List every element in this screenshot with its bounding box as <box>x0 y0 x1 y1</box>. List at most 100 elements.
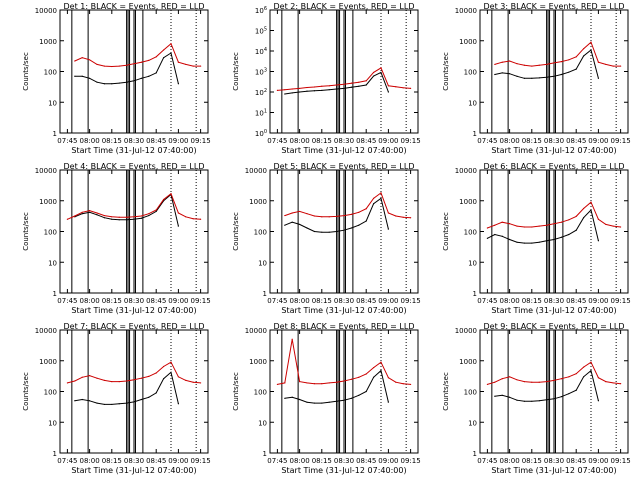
data-point <box>155 56 157 58</box>
data-point <box>103 83 105 85</box>
y-tick-label: 10000 <box>35 327 57 335</box>
panel-title: Det 1: BLACK = Events, RED = LLD <box>64 2 205 11</box>
data-point <box>103 65 105 67</box>
data-point <box>140 377 142 379</box>
data-point <box>148 396 150 398</box>
panel-title: Det 5: BLACK = Events, RED = LLD <box>274 162 415 171</box>
data-point <box>321 85 323 87</box>
data-point <box>410 217 412 219</box>
data-point <box>380 361 382 363</box>
data-point <box>111 216 113 218</box>
x-tick-label: 09:00 <box>378 297 398 305</box>
data-point <box>387 228 389 230</box>
x-tick-label: 08:00 <box>500 297 520 305</box>
data-point <box>328 85 330 87</box>
data-point <box>291 212 293 214</box>
data-point <box>336 215 338 217</box>
data-point <box>336 84 338 86</box>
data-point <box>313 86 315 88</box>
x-tick-label: 08:45 <box>566 457 586 465</box>
data-point <box>546 76 548 78</box>
x-tick-label: 09:00 <box>588 297 608 305</box>
data-point <box>155 210 157 213</box>
data-point <box>410 87 412 89</box>
data-point <box>538 225 540 227</box>
y-tick-label: 1 <box>263 290 267 298</box>
data-point <box>516 399 518 401</box>
data-point <box>140 217 142 219</box>
data-point <box>597 400 600 402</box>
data-point <box>133 401 135 403</box>
data-point <box>568 393 570 395</box>
data-point <box>509 60 511 62</box>
data-point <box>387 212 389 214</box>
data-point <box>336 381 338 383</box>
y-tick-label: 10 <box>48 259 57 267</box>
y-tick-label: 1000 <box>459 358 477 366</box>
data-point <box>299 380 301 383</box>
data-point <box>284 382 286 384</box>
data-point <box>192 381 194 383</box>
data-point <box>321 231 323 233</box>
series-line-lld <box>494 41 621 67</box>
x-tick-label: 08:30 <box>334 457 354 465</box>
data-point <box>284 224 286 226</box>
x-tick-label: 08:15 <box>312 457 332 465</box>
data-point <box>350 213 352 215</box>
data-point <box>612 382 614 384</box>
y-tick-label: 10000 <box>35 167 57 175</box>
data-point <box>612 65 614 67</box>
data-point <box>365 84 367 86</box>
data-point <box>568 59 570 61</box>
data-point <box>597 61 600 63</box>
data-point <box>387 85 389 87</box>
data-point <box>553 379 555 381</box>
x-tick-label: 09:00 <box>378 457 398 465</box>
y-tick-label: 106 <box>255 6 267 15</box>
x-tick-label: 09:00 <box>168 137 188 145</box>
y-tick-label: 10 <box>468 99 477 107</box>
x-tick-label: 09:15 <box>401 137 421 145</box>
data-point <box>501 72 503 74</box>
data-point <box>74 400 76 402</box>
x-axis-label: Start Time (31-Jul-12 07:40:00) <box>281 466 406 475</box>
x-tick-label: 07:45 <box>477 137 497 145</box>
y-tick-label: 105 <box>255 27 267 36</box>
data-point <box>568 376 570 378</box>
panel-det-9: Det 9: BLACK = Events, RED = LLD 1 10 100 10… <box>442 322 631 475</box>
data-point <box>306 382 308 384</box>
data-point <box>291 221 293 223</box>
data-point <box>133 216 135 218</box>
data-point <box>350 86 352 88</box>
data-point <box>402 216 404 218</box>
y-tick-label: 10000 <box>245 327 267 335</box>
data-point <box>486 237 488 239</box>
data-point <box>509 376 511 378</box>
data-point <box>185 216 187 218</box>
data-point <box>343 229 345 231</box>
x-tick-label: 08:00 <box>500 137 520 145</box>
data-point <box>118 65 120 67</box>
data-point <box>74 380 76 382</box>
panel-title: Det 2: BLACK = Events, RED = LLD <box>274 2 415 11</box>
data-point <box>501 378 503 380</box>
data-point <box>111 83 113 85</box>
x-tick-label: 08:15 <box>102 137 122 145</box>
y-tick-label: 100 <box>254 389 267 397</box>
data-point <box>509 223 511 225</box>
data-point <box>538 381 540 383</box>
x-tick-label: 08:30 <box>334 297 354 305</box>
x-tick-label: 08:00 <box>500 457 520 465</box>
data-point <box>509 396 511 398</box>
data-point <box>373 376 375 378</box>
y-tick-exponent: 5 <box>264 27 267 33</box>
data-point <box>531 77 533 79</box>
data-point <box>140 398 142 401</box>
data-point <box>81 211 83 213</box>
data-point <box>516 225 518 227</box>
data-point <box>321 89 323 91</box>
data-point <box>343 83 345 85</box>
data-point <box>140 77 142 79</box>
data-point <box>365 373 367 375</box>
x-tick-label: 07:45 <box>477 297 497 305</box>
